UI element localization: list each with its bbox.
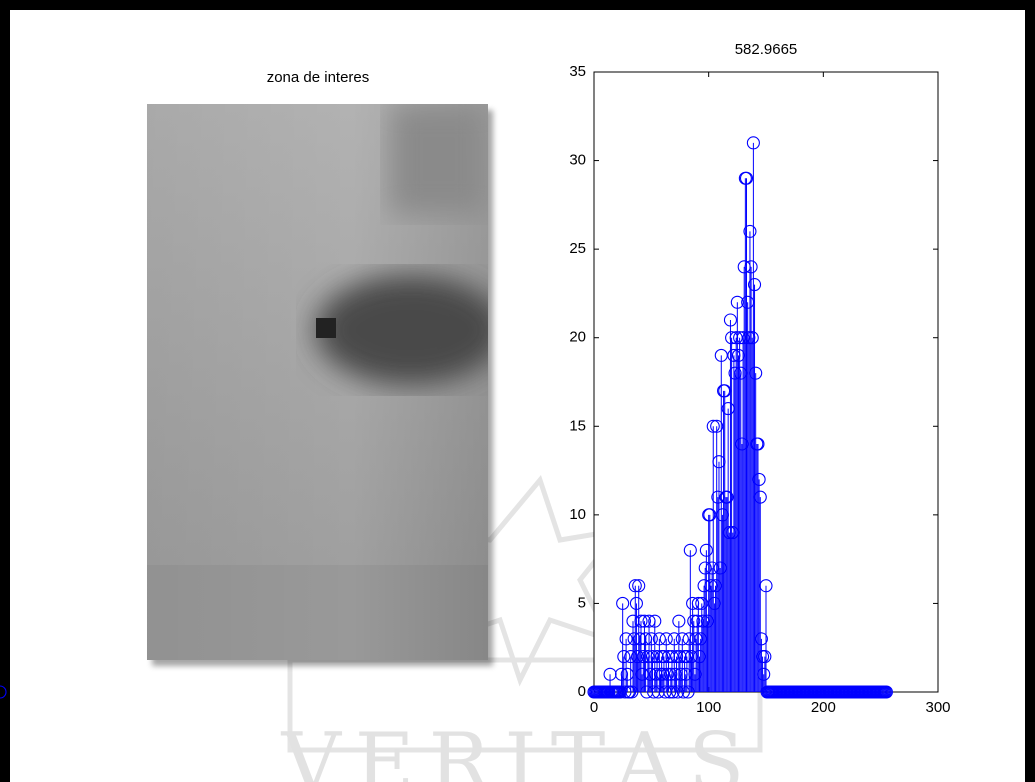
stem-marker <box>667 632 681 646</box>
stem-marker <box>632 579 646 593</box>
stem-marker <box>629 596 643 610</box>
stem-marker <box>671 685 685 699</box>
stem-marker <box>706 419 720 433</box>
stem-marker <box>757 667 771 681</box>
y-tick-label: 20 <box>569 329 586 346</box>
x-tick-label: 100 <box>696 699 721 716</box>
image-dark-region <box>315 275 488 385</box>
stem-marker <box>617 650 631 664</box>
x-tick-label: 0 <box>590 699 598 716</box>
stem-marker <box>714 348 728 362</box>
stem-marker <box>657 650 671 664</box>
image <box>147 104 488 660</box>
stem-marker <box>644 632 658 646</box>
stem-marker <box>758 650 772 664</box>
stem-marker <box>759 579 773 593</box>
stem-marker <box>754 632 768 646</box>
stem-marker <box>665 650 679 664</box>
image-title: zona de interes <box>267 69 370 86</box>
stem-marker <box>641 650 655 664</box>
stem-marker <box>699 543 713 557</box>
y-tick-label: 25 <box>569 240 586 257</box>
stem-marker <box>698 561 712 575</box>
watermark: VERITAS <box>281 717 759 782</box>
stem-marker <box>652 632 666 646</box>
stem-marker <box>659 632 673 646</box>
stem-marker <box>751 437 765 451</box>
stem-marker <box>739 171 754 185</box>
image-corner <box>390 104 488 214</box>
stem-marker <box>730 295 744 309</box>
stem-marker <box>753 490 767 504</box>
stem-marker <box>723 313 738 327</box>
stem-marker <box>703 508 717 522</box>
image-dark-pixel <box>316 318 336 338</box>
watermark-frame <box>287 657 763 753</box>
stem-marker <box>628 579 642 593</box>
stem-marker <box>745 331 759 345</box>
stem-marker <box>683 543 697 557</box>
y-tick-label: 15 <box>569 417 586 434</box>
stem-marker <box>710 419 724 433</box>
stem-marker <box>743 224 757 238</box>
stem-marker <box>675 632 689 646</box>
stem-marker <box>687 614 701 628</box>
y-tick-label: 30 <box>569 152 586 169</box>
y-tick-label: 10 <box>569 506 586 523</box>
stem-marker <box>619 632 633 646</box>
y-tick-label: 0 <box>578 683 586 700</box>
stem-marker <box>695 596 709 610</box>
stem-marker <box>637 614 652 628</box>
stem-marker <box>616 596 630 610</box>
stem-marker <box>749 366 763 380</box>
stem-marker <box>660 667 674 681</box>
chart-title: 582.9665 <box>735 41 798 58</box>
stem-marker <box>752 472 766 486</box>
y-tick-label: 5 <box>578 594 586 611</box>
stem-marker <box>720 490 734 504</box>
x-tick-label: 200 <box>811 699 836 716</box>
stem-marker <box>746 136 760 150</box>
y-tick-label: 35 <box>569 63 586 80</box>
stem-marker <box>729 331 743 345</box>
stem-marker <box>672 614 686 628</box>
x-tick-label: 300 <box>925 699 950 716</box>
stem-marker <box>0 685 7 699</box>
stem-marker <box>747 278 762 292</box>
stem-marker <box>634 614 648 628</box>
stem-marker <box>648 614 662 628</box>
stem-marker <box>744 260 758 274</box>
stem-marker <box>879 685 893 699</box>
